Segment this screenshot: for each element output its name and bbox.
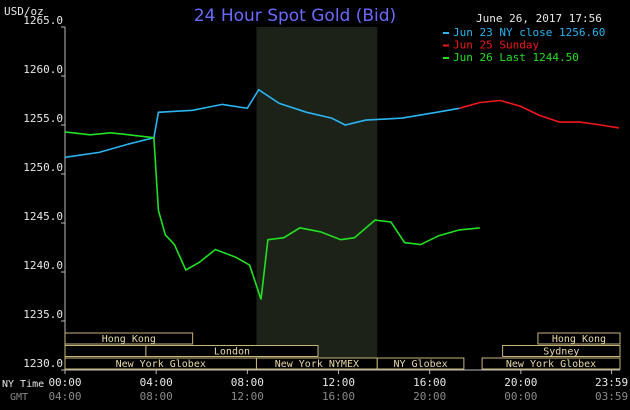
x-tick-label: 20:00 bbox=[504, 376, 537, 389]
x-tick-label: 00:00 bbox=[48, 376, 81, 389]
session-label: Hong Kong bbox=[102, 334, 156, 345]
series-line bbox=[64, 88, 460, 159]
y-tick-label: 1245.0 bbox=[23, 210, 63, 223]
y-tick-label: 1260.0 bbox=[23, 63, 63, 76]
series-line bbox=[64, 131, 480, 300]
session-box bbox=[64, 345, 147, 357]
session-box bbox=[537, 332, 621, 345]
chart-title: 24 Hour Spot Gold (Bid) bbox=[194, 6, 396, 26]
session-label: London bbox=[214, 347, 250, 358]
series-line bbox=[459, 99, 620, 129]
x2-tick-label: 16:00 bbox=[322, 390, 355, 403]
y-tick-label: 1265.0 bbox=[23, 14, 63, 27]
x2-tick-label: 00:00 bbox=[504, 390, 537, 403]
x2-tick-label: 08:00 bbox=[140, 390, 173, 403]
unit-label: USD/oz bbox=[4, 5, 44, 18]
y-tick-label: 1240.0 bbox=[23, 259, 63, 272]
x2-tick-label: 20:00 bbox=[413, 390, 446, 403]
y-tick-label: 1250.0 bbox=[23, 161, 63, 174]
legend-label: Jun 26 Last 1244.50 bbox=[453, 51, 579, 64]
session-box bbox=[145, 345, 319, 357]
legend-label: Jun 25 Sunday bbox=[453, 39, 539, 52]
y-tick-label: 1255.0 bbox=[23, 112, 63, 125]
shaded-session bbox=[256, 27, 378, 370]
session-label: New York Globex bbox=[506, 359, 596, 370]
session-label: NY Globex bbox=[393, 359, 447, 370]
x-tick-label: 23:59 bbox=[595, 376, 628, 389]
y-tick-label: 1235.0 bbox=[23, 308, 63, 321]
session-label: Hong Kong bbox=[552, 334, 606, 345]
x-row-label: NY Time bbox=[2, 379, 44, 390]
y-tick-label: 1230.0 bbox=[23, 357, 63, 370]
timestamp: June 26, 2017 17:56 bbox=[476, 12, 602, 25]
x2-row-label: GMT bbox=[10, 392, 28, 403]
legend-label: Jun 23 NY close 1256.60 bbox=[453, 26, 605, 39]
x2-tick-label: 12:00 bbox=[231, 390, 264, 403]
session-label: New York Globex bbox=[116, 359, 206, 370]
x-tick-label: 04:00 bbox=[140, 376, 173, 389]
x2-tick-label: 03:59 bbox=[595, 390, 628, 403]
x-tick-label: 16:00 bbox=[413, 376, 446, 389]
session-box bbox=[376, 357, 465, 370]
x-tick-label: 08:00 bbox=[231, 376, 264, 389]
session-box bbox=[502, 345, 621, 357]
session-box bbox=[64, 332, 194, 345]
session-label: Sydney bbox=[543, 347, 579, 358]
x2-tick-label: 04:00 bbox=[48, 390, 81, 403]
session-label: New York NYMEX bbox=[275, 359, 359, 370]
session-box bbox=[481, 357, 621, 370]
x-tick-label: 12:00 bbox=[322, 376, 355, 389]
